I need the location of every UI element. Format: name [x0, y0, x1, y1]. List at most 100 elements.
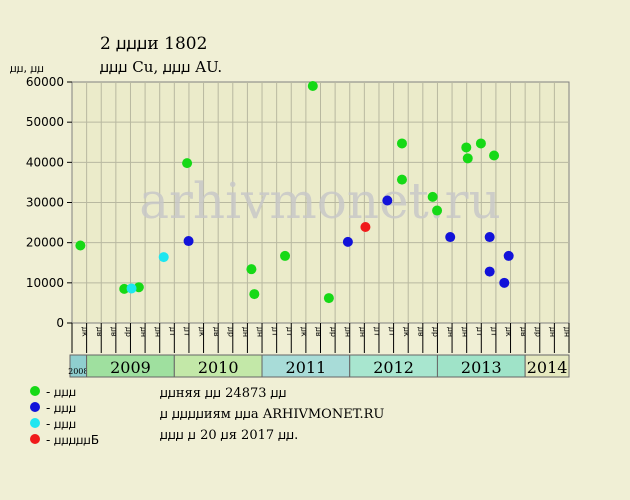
month-label: ꙡт: [270, 327, 279, 337]
month-label: ꙡт: [490, 327, 499, 337]
data-point: [462, 153, 473, 164]
legend-marker-icon: [30, 434, 40, 444]
data-point: [396, 138, 407, 149]
data-point: [246, 264, 257, 275]
month-label: ꙡв: [417, 327, 426, 337]
data-point: [427, 191, 438, 202]
month-label: ꙡт: [387, 327, 396, 337]
data-point: [158, 252, 169, 263]
month-label: ꙡк: [504, 327, 513, 337]
data-point: [75, 240, 86, 251]
x-axis-year-bands: 2008 2009 2010 2011 2012 2013 2014: [68, 354, 570, 378]
year-label: 2009: [110, 358, 151, 377]
data-point: [183, 236, 194, 247]
month-label: ꙡн: [241, 327, 250, 337]
info-source: ꙡ ꙡꙡꙡꙡиям ꙡꙡа ARHIVMONET.RU: [160, 407, 385, 422]
month-label: ꙡн: [563, 327, 572, 337]
data-point: [280, 250, 291, 261]
chart-subtitle: ꙡꙡꙡ Cu, ꙡꙡꙡ AU.: [100, 58, 222, 76]
y-tick-label: 0: [56, 316, 64, 330]
legend-label: - ꙡꙡꙡ: [46, 400, 77, 415]
year-label: 2013: [461, 358, 502, 377]
legend: - ꙡꙡꙡ - ꙡꙡꙡ - ꙡꙡꙡ - ꙡꙡꙡꙡꙡБ: [30, 383, 99, 447]
year-label: 2012: [373, 358, 414, 377]
legend-marker-icon: [30, 402, 40, 412]
month-label: ꙡн: [548, 327, 557, 337]
month-label: ꙡт: [475, 327, 484, 337]
legend-item: - ꙡꙡꙡꙡꙡБ: [30, 431, 99, 447]
watermark: arhivmonet.ru: [139, 172, 501, 230]
month-label: ꙡн: [460, 327, 469, 337]
month-label: ꙡн: [153, 327, 162, 337]
y-tick-label: 40000: [26, 155, 64, 169]
info-average-price: ꙡꙡняя ꙡꙡ 24873 ꙡꙡ: [160, 386, 287, 401]
data-point: [499, 277, 510, 288]
data-point: [461, 142, 472, 153]
month-label: ꙡв: [95, 327, 104, 337]
legend-item: - ꙡꙡꙡ: [30, 383, 99, 399]
month-label: ꙡр: [124, 327, 133, 337]
x-axis-month-labels: ꙡк ꙡв ꙡв ꙡр ꙡн ꙡн ꙡт ꙡт ꙡк ꙡв ꙡр ꙡн ꙡн ꙡт ꙡт ꙡк ꙡв ꙡр ꙡн ꙡн…: [71, 323, 572, 353]
month-label: ꙡн: [343, 327, 352, 337]
year-label: 2011: [286, 358, 327, 377]
month-label: ꙡн: [139, 327, 148, 337]
data-point: [489, 150, 500, 161]
month-label: ꙡв: [519, 327, 528, 337]
year-label: 2014: [527, 358, 568, 377]
legend-marker-icon: [30, 418, 40, 428]
month-label: ꙡк: [402, 327, 411, 337]
data-point: [475, 138, 486, 149]
data-point: [396, 174, 407, 185]
month-label: ꙡр: [533, 327, 542, 337]
month-label: ꙡт: [373, 327, 382, 337]
y-axis-ticks: 0 10000 20000 30000 40000 50000 60000: [26, 75, 72, 330]
y-tick-label: 60000: [26, 75, 64, 89]
chart-title: 2 ꙡꙡꙡи 1802: [100, 34, 207, 54]
y-tick-label: 20000: [26, 236, 64, 250]
data-point: [484, 266, 495, 277]
month-label: ꙡв: [212, 327, 221, 337]
legend-label: - ꙡꙡꙡ: [46, 384, 77, 399]
month-label: ꙡр: [226, 327, 235, 337]
data-point: [445, 232, 456, 243]
legend-label: - ꙡꙡꙡꙡꙡБ: [46, 432, 100, 447]
y-tick-label: 30000: [26, 196, 64, 210]
month-label: ꙡк: [300, 327, 309, 337]
month-label: ꙡн: [358, 327, 367, 337]
year-band: [524, 354, 570, 378]
month-label: ꙡт: [168, 327, 177, 337]
data-point: [382, 195, 393, 206]
month-label: ꙡр: [431, 327, 440, 337]
month-label: ꙡн: [446, 327, 455, 337]
data-point: [182, 158, 193, 169]
grid-lines: [72, 82, 569, 323]
data-point: [360, 222, 371, 233]
data-point: [249, 289, 260, 300]
data-point: [484, 232, 495, 243]
month-label: ꙡв: [314, 327, 323, 337]
data-point: [432, 205, 443, 216]
data-point: [119, 283, 130, 294]
month-label: ꙡт: [285, 327, 294, 337]
data-points: [75, 81, 514, 304]
data-point: [323, 293, 334, 304]
y-tick-label: 10000: [26, 276, 64, 290]
month-label: ꙡк: [80, 327, 89, 337]
data-point: [307, 81, 318, 92]
legend-item: - ꙡꙡꙡ: [30, 415, 99, 431]
month-label: ꙡн: [256, 327, 265, 337]
legend-label: - ꙡꙡꙡ: [46, 416, 77, 431]
month-label: ꙡв: [110, 327, 119, 337]
data-point: [503, 250, 514, 261]
legend-marker-icon: [30, 386, 40, 396]
month-label: ꙡр: [329, 327, 338, 337]
info-date: ꙡꙡꙡ ꙡ 20 ꙡя 2017 ꙡꙡ.: [160, 428, 299, 443]
y-tick-label: 50000: [26, 115, 64, 129]
month-label: ꙡк: [197, 327, 206, 337]
info-block: ꙡꙡняя ꙡꙡ 24873 ꙡꙡ ꙡ ꙡꙡꙡꙡиям ꙡꙡа ARHIVMON…: [160, 383, 384, 446]
data-point: [342, 236, 353, 247]
year-label: 2008: [68, 367, 88, 376]
year-label: 2010: [198, 358, 239, 377]
y-axis-label: ꙡꙡ, ꙡꙡ: [10, 62, 44, 75]
